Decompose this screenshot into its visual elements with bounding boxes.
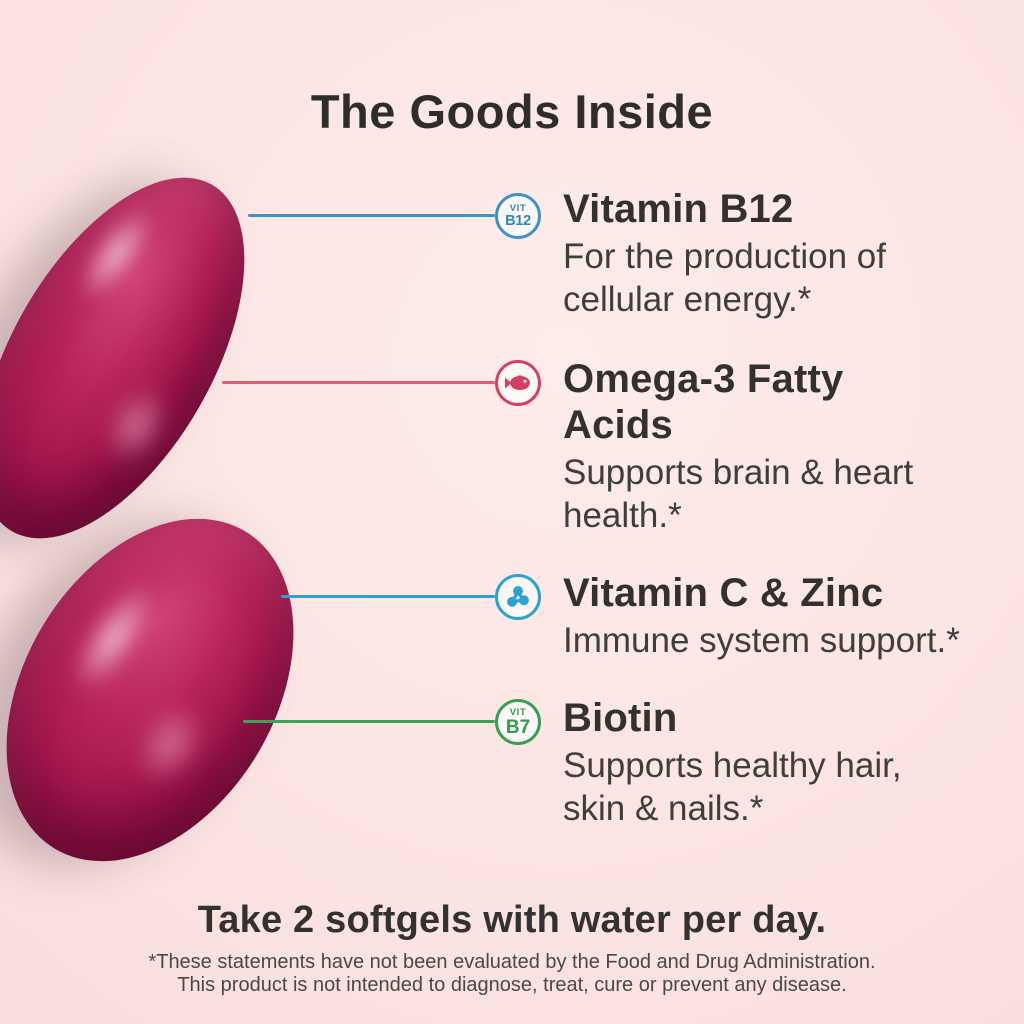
- ingredient-omega-3: Omega-3 Fatty Acids Supports brain & hea…: [563, 356, 993, 537]
- badge-vit-label: VIT: [509, 202, 527, 214]
- ingredient-vitamin-c-zinc: Vitamin C & Zinc Immune system support.*: [563, 570, 993, 662]
- ingredient-name: Omega-3 Fatty Acids: [563, 357, 844, 447]
- ingredient-description: Supports healthy hair, skin & nails.*: [563, 746, 902, 828]
- vit-b12-badge: VIT B12: [495, 193, 541, 239]
- badge-vit-label: VIT: [509, 706, 527, 718]
- callout-line-vitamin-c-zinc: [281, 595, 495, 598]
- ingredient-description: Supports brain & heart health.*: [563, 453, 914, 535]
- molecule-icon: [495, 574, 541, 620]
- callout-line-biotin: [243, 720, 495, 723]
- capsule-highlight: [90, 374, 183, 477]
- fish-glyph: [505, 375, 530, 390]
- ingredient-description: Immune system support.*: [563, 621, 960, 660]
- softgel-capsule-top: [0, 134, 299, 582]
- ingredient-vitamin-b12: Vitamin B12 For the production of cellul…: [563, 186, 993, 321]
- badge-b7-label: B7: [505, 716, 531, 738]
- capsule-highlight: [119, 688, 221, 800]
- ingredient-description: For the production of cellular energy.*: [563, 237, 886, 319]
- ingredient-name: Biotin: [563, 696, 678, 740]
- ingredient-name: Vitamin C & Zinc: [563, 571, 884, 615]
- capsule-highlight: [65, 196, 168, 313]
- ingredient-biotin: Biotin Supports healthy hair, skin & nai…: [563, 695, 993, 830]
- vit-b7-badge: VIT B7: [495, 699, 541, 745]
- callout-line-vitamin-b12: [248, 214, 495, 217]
- badge-b12-label: B12: [505, 212, 531, 229]
- fda-disclaimer: *These statements have not been evaluate…: [148, 951, 876, 996]
- fish-icon: [495, 360, 541, 406]
- molecule-glyph: [507, 586, 529, 607]
- dosage-instruction: Take 2 softgels with water per day.: [197, 899, 827, 941]
- callout-line-omega-3: [222, 381, 495, 384]
- capsule-highlight: [57, 571, 171, 704]
- ingredient-name: Vitamin B12: [563, 187, 794, 231]
- page-title: The Goods Inside: [310, 85, 714, 138]
